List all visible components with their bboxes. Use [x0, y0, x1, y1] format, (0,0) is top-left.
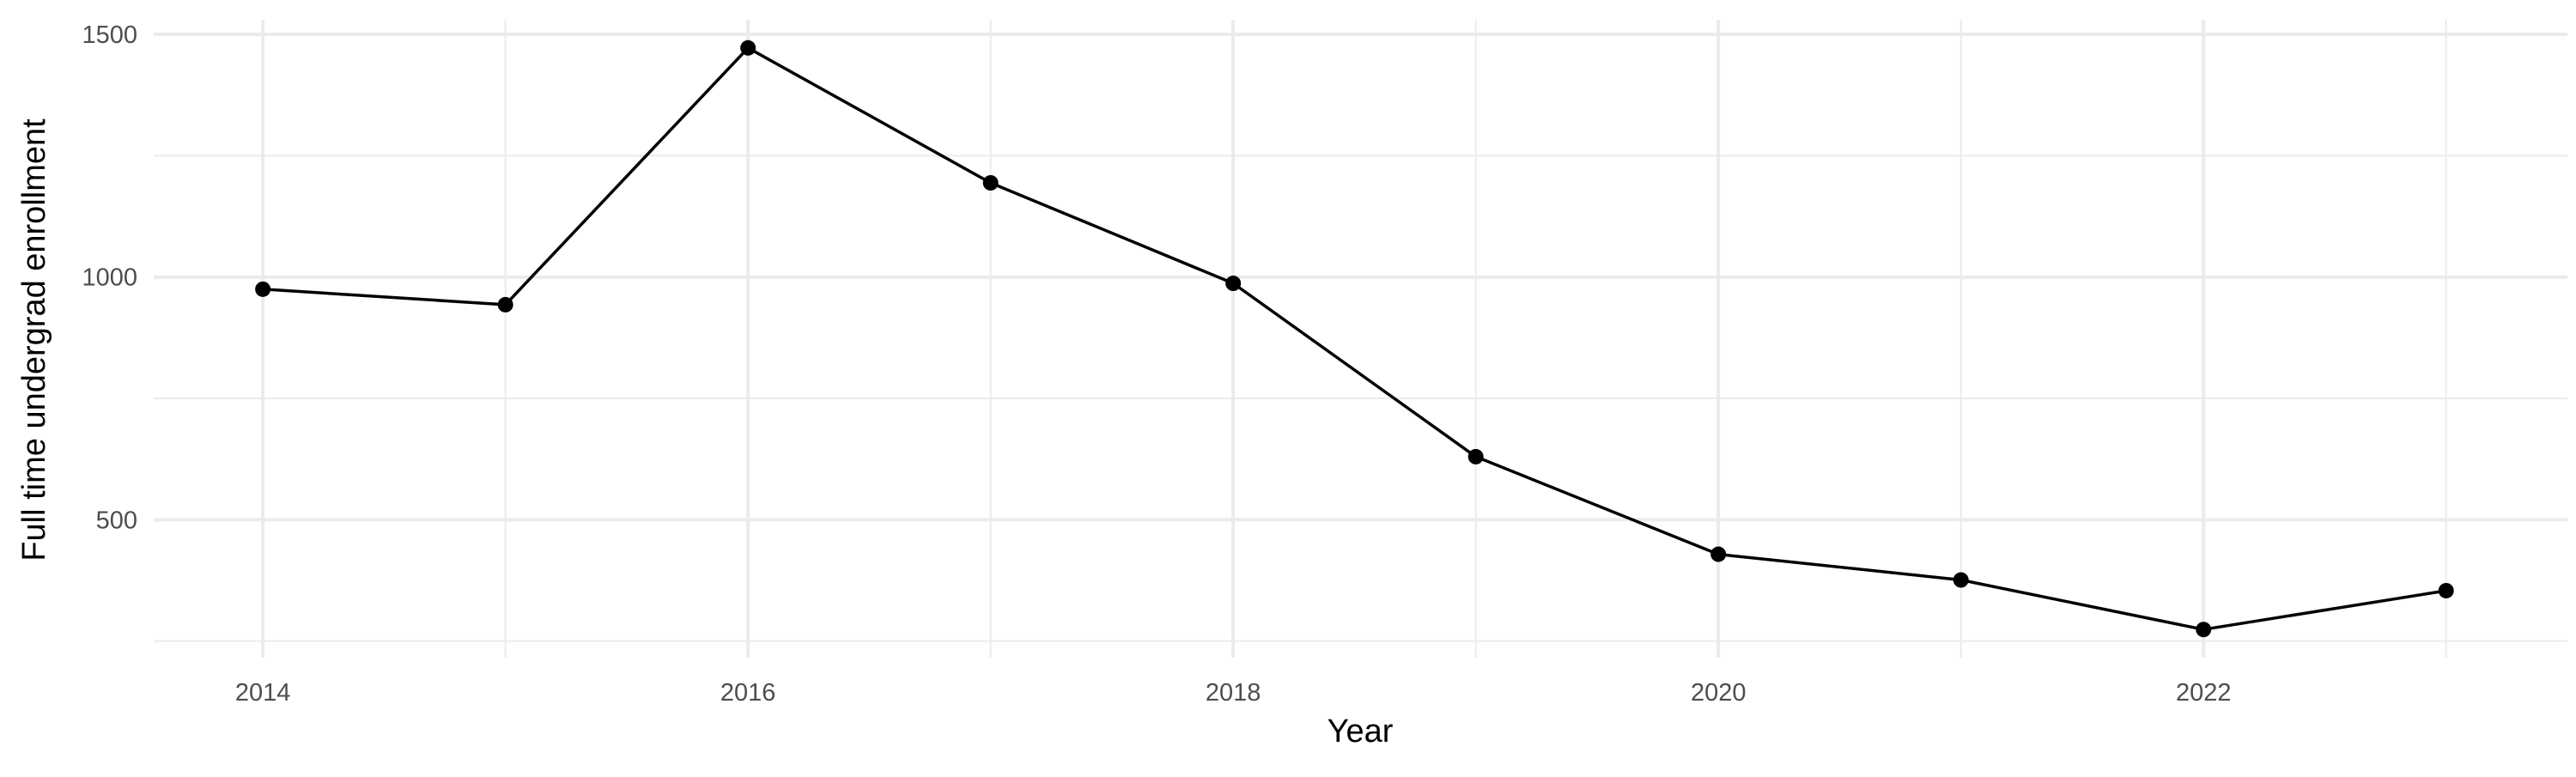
y-tick-label: 500 — [96, 507, 137, 534]
data-point — [740, 39, 756, 56]
x-tick-label: 2020 — [1691, 679, 1747, 707]
data-point — [1467, 448, 1484, 464]
x-tick-labels: 2014 2016 2018 2020 2022 — [235, 679, 2232, 707]
data-point — [2196, 622, 2212, 638]
x-tick-label: 2016 — [720, 679, 776, 707]
grid — [154, 20, 2567, 658]
y-tick-labels: 500 1000 1500 — [82, 21, 137, 534]
data-point — [497, 296, 513, 313]
data-point — [1953, 572, 1969, 588]
y-tick-label: 1000 — [82, 264, 137, 292]
series-line — [262, 46, 2446, 631]
data-point — [2438, 582, 2454, 598]
x-tick-label: 2014 — [235, 679, 291, 707]
x-axis-title: Year — [1327, 713, 1394, 750]
series-line-group — [255, 39, 2454, 638]
y-tick-label: 1500 — [82, 21, 137, 49]
data-point — [982, 174, 999, 191]
x-tick-label: 2022 — [2176, 679, 2232, 707]
x-tick-label: 2018 — [1206, 679, 1261, 707]
data-point — [1710, 546, 1727, 562]
y-axis-title: Full time undergrad enrollment — [16, 118, 52, 562]
data-point — [1225, 276, 1242, 292]
data-point — [255, 281, 271, 297]
